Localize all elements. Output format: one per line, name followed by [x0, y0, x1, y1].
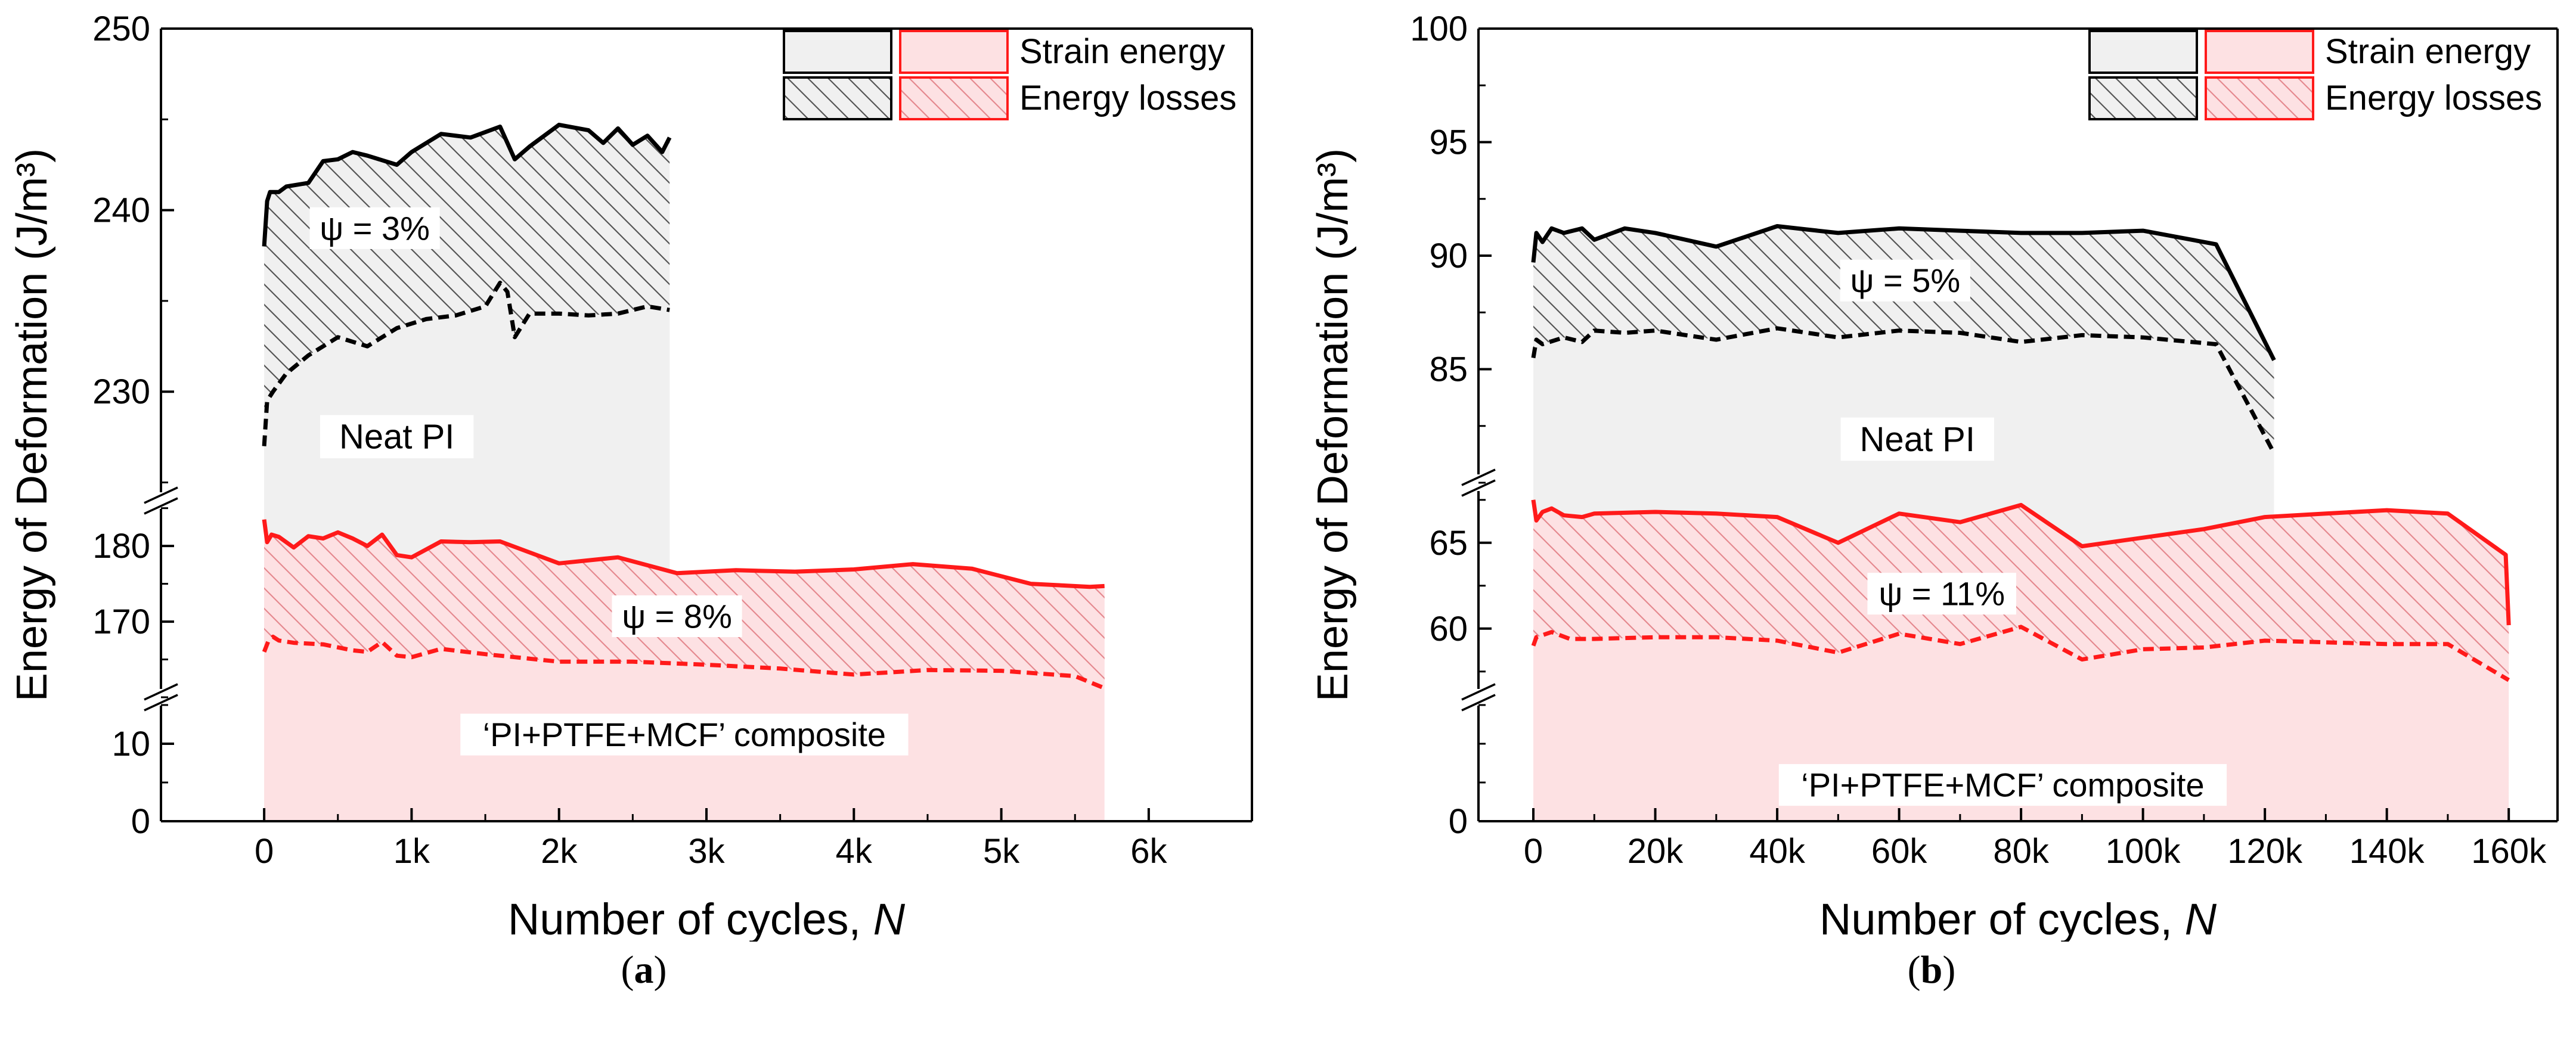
- x-tick-label: 80k: [1993, 832, 2050, 871]
- annotation-neat_psi: ψ = 5%: [1850, 262, 1960, 299]
- chart-b-svg: 0 60 65 85 90 95 100 0 20k 40k 60k 80k 100k 120k 140k 1…: [1288, 0, 2575, 942]
- annotation-neat_label: Neat PI: [339, 418, 454, 456]
- y-tick-label: 65: [1429, 524, 1468, 563]
- caption-b: (b): [1842, 948, 2021, 993]
- x-axis-label-italic: N: [2185, 895, 2217, 942]
- legend-swatch-composite-loss: [2206, 77, 2313, 119]
- y-tick-label: 100: [1410, 10, 1468, 48]
- legend-swatch-neat-loss: [784, 77, 891, 119]
- x-axis-label: Number of cycles, N: [1819, 895, 2217, 942]
- annotation-neat_label: Neat PI: [1860, 420, 1975, 459]
- x-axis-label-italic: N: [873, 895, 906, 942]
- annotation-comp_psi: ψ = 11%: [1878, 575, 2005, 613]
- y-tick-label: 250: [92, 10, 150, 48]
- legend-swatch-neat-loss: [2090, 77, 2197, 119]
- y-axis-label: Energy of Deformation (J/m³): [8, 148, 56, 701]
- x-tick-label: 40k: [1749, 832, 1806, 871]
- chart-panel-a: 0 10 170 180 230 240 250 0 1k 2k 3k 4k 5k 6k Number of…: [0, 0, 1288, 1059]
- y-tick-label: 85: [1429, 350, 1468, 389]
- legend-swatch-composite-strain: [2206, 31, 2313, 73]
- y-tick-label: 170: [92, 603, 150, 641]
- x-tick-label: 3k: [688, 832, 725, 871]
- legend-label-losses: Energy losses: [1019, 79, 1236, 117]
- x-tick-label: 5k: [983, 832, 1020, 871]
- x-axis-label-text: Number of cycles,: [508, 895, 873, 942]
- x-tick-label: 0: [1524, 832, 1543, 871]
- x-tick-label: 60k: [1871, 832, 1928, 871]
- y-tick-label: 90: [1429, 237, 1468, 275]
- x-tick-label: 120k: [2227, 832, 2303, 871]
- x-tick-label: 140k: [2349, 832, 2425, 871]
- caption-a: (a): [554, 948, 733, 993]
- x-tick-label: 100k: [2106, 832, 2181, 871]
- y-tick-label: 230: [92, 372, 150, 411]
- x-axis-label-text: Number of cycles,: [1819, 895, 2185, 942]
- y-tick-label: 180: [92, 527, 150, 566]
- annotation-comp_psi: ψ = 8%: [622, 597, 732, 635]
- legend-swatch-neat-strain: [2090, 31, 2197, 73]
- chart-a-svg: 0 10 170 180 230 240 250 0 1k 2k 3k 4k 5k 6k Number of…: [0, 0, 1288, 942]
- x-tick-label: 6k: [1130, 832, 1167, 871]
- x-tick-label: 0: [255, 832, 274, 871]
- x-tick-label: 160k: [2471, 832, 2547, 871]
- legend-label-strain: Strain energy: [2325, 32, 2531, 71]
- x-axis-label: Number of cycles, N: [508, 895, 906, 942]
- y-axis-label: Energy of Deformation (J/m³): [1309, 148, 1357, 701]
- caption-b-letter: b: [1921, 948, 1943, 992]
- y-tick-label: 95: [1429, 123, 1468, 162]
- y-tick-label: 60: [1429, 610, 1468, 648]
- legend-label-strain: Strain energy: [1019, 32, 1225, 71]
- y-tick-label: 10: [111, 725, 150, 763]
- y-tick-label: 0: [1449, 802, 1468, 841]
- annotation-comp_label: ‘PI+PTFE+MCF’ composite: [483, 716, 886, 753]
- x-tick-label: 1k: [393, 832, 430, 871]
- x-tick-label: 4k: [836, 832, 873, 871]
- legend-swatch-composite-strain: [900, 31, 1008, 73]
- legend-swatch-composite-loss: [900, 77, 1008, 119]
- x-tick-label: 20k: [1628, 832, 1684, 871]
- y-tick-label: 240: [92, 191, 150, 230]
- y-tick-label: 0: [131, 802, 150, 841]
- annotation-comp_label: ‘PI+PTFE+MCF’ composite: [1801, 766, 2204, 804]
- legend-swatch-neat-strain: [784, 31, 891, 73]
- legend-label-losses: Energy losses: [2325, 79, 2542, 117]
- x-tick-label: 2k: [541, 832, 578, 871]
- caption-a-letter: a: [634, 948, 654, 992]
- annotation-neat_psi: ψ = 3%: [320, 209, 430, 247]
- chart-panel-b: 0 60 65 85 90 95 100 0 20k 40k 60k 80k 100k 120k 140k 1…: [1288, 0, 2575, 1059]
